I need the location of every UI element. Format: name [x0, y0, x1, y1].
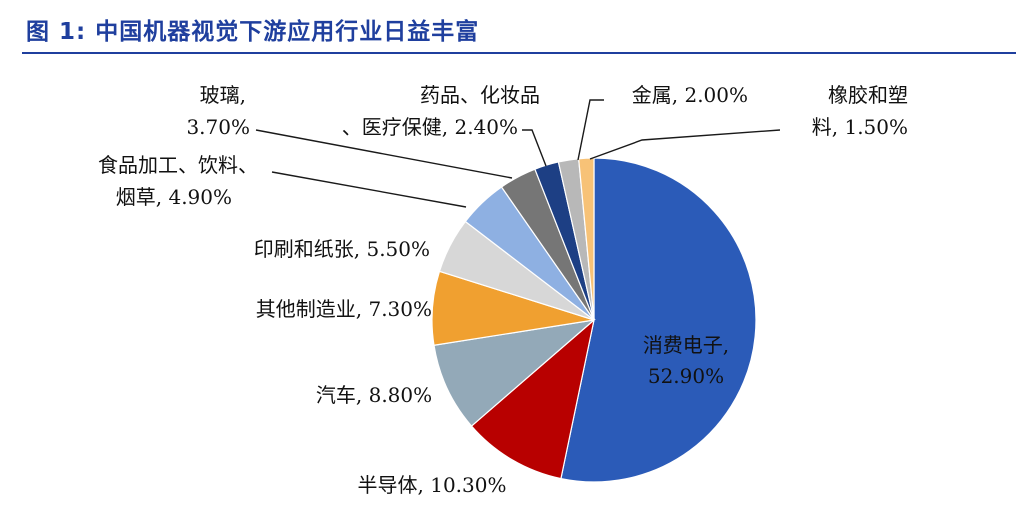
- slice-label-3: 其他制造业, 7.30%: [256, 297, 432, 321]
- slice-label-4: 印刷和纸张, 5.50%: [254, 237, 430, 261]
- slice-label-7-line-2: 、医疗保健, 2.40%: [342, 115, 518, 139]
- leader-line-7: [522, 129, 547, 167]
- slice-label-7-line-1: 药品、化妆品: [420, 83, 540, 107]
- figure-title: 图 1: 中国机器视觉下游应用行业日益丰富: [26, 19, 480, 45]
- pie-slice-0: [560, 157, 757, 483]
- slice-label-8: 金属, 2.00%: [632, 83, 748, 107]
- slice-label-5-line-1: 食品加工、饮料、: [98, 153, 258, 177]
- slice-label-9-line-2: 料, 1.50%: [812, 115, 908, 139]
- slice-label-9-line-1: 橡胶和塑: [828, 83, 908, 107]
- pie-slices: [431, 157, 757, 483]
- slice-label-1: 半导体, 10.30%: [358, 473, 507, 497]
- slice-label-6-line-1: 玻璃,: [200, 83, 246, 107]
- pie-slice-1: [470, 318, 595, 480]
- slice-label-6-line-2: 3.70%: [186, 115, 250, 139]
- slice-label-0-line-1: 消费电子,: [643, 333, 729, 357]
- leader-line-8: [577, 99, 604, 161]
- slice-label-0-line-2: 52.90%: [648, 364, 724, 388]
- leader-line-5: [271, 171, 467, 208]
- leader-lines: [255, 99, 781, 208]
- leader-line-9: [589, 129, 781, 160]
- data-labels: 消费电子, 52.90% 半导体, 10.30% 汽车, 8.80% 其他制造业, 7.…: [98, 83, 908, 497]
- title-rule: [22, 52, 1016, 54]
- leader-line-6: [255, 129, 513, 179]
- slice-label-2: 汽车, 8.80%: [316, 383, 432, 407]
- slice-label-5-line-2: 烟草, 4.90%: [116, 185, 232, 209]
- pie-slice-2: [433, 319, 596, 427]
